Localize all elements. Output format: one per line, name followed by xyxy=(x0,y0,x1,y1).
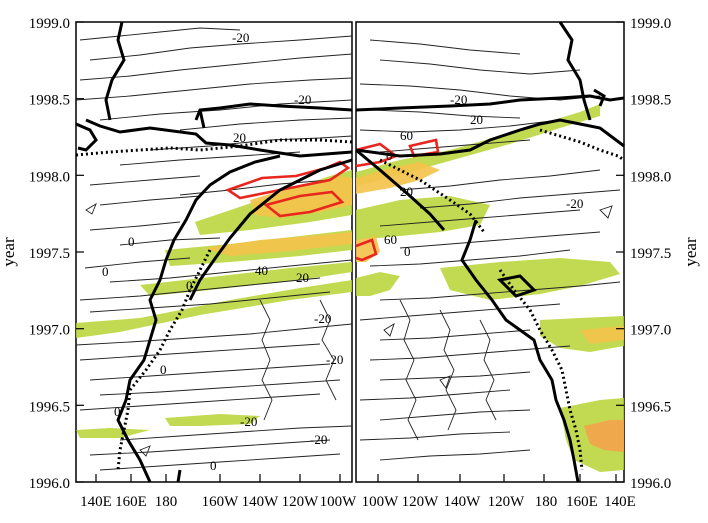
x-tick-label: 100W xyxy=(320,494,358,510)
contour-label: 60 xyxy=(400,128,413,143)
left-dotted-contour xyxy=(75,138,353,471)
y-tick-label: 1996.0 xyxy=(630,476,671,492)
right-contour-labels: -20 20 60 0 20 -20 60 0 xyxy=(384,92,583,259)
y-tick-label: 1997.0 xyxy=(630,323,671,339)
left-panel: -20 -20 20 0 40 20 0 -20 -20 0 0 -20 -20… xyxy=(0,16,357,510)
left-axis-ticks xyxy=(76,21,341,483)
y-tick-label: 1999.0 xyxy=(29,16,70,32)
contour-label: 0 xyxy=(160,362,167,377)
right-thick-contours xyxy=(355,21,625,483)
x-tick-label: 180 xyxy=(535,494,558,510)
contour-label: 0 xyxy=(186,278,193,293)
contour-label: 40 xyxy=(255,263,268,278)
x-tick-label: 160E xyxy=(115,494,147,510)
x-tick-label: 100W xyxy=(362,494,400,510)
contour-label: 60 xyxy=(384,232,397,247)
y-tick-label: 1997.5 xyxy=(630,246,671,262)
contour-label: 0 xyxy=(128,234,135,249)
left-shading xyxy=(76,170,352,438)
y-tick-label: 1996.5 xyxy=(630,399,671,415)
x-tick-label: 140E xyxy=(604,494,636,510)
contour-label: -20 xyxy=(450,92,467,107)
contour-label: -20 xyxy=(314,311,331,326)
shade-band xyxy=(356,196,490,240)
shade-band xyxy=(76,428,150,438)
left-thin-contours xyxy=(75,27,353,471)
y-tick-label: 1997.5 xyxy=(29,246,70,262)
contour-label: 0 xyxy=(404,244,411,259)
y-tick-label: 1997.0 xyxy=(29,323,70,339)
contour-label: 20 xyxy=(400,184,413,199)
shade-band xyxy=(356,272,400,296)
x-tick-label: 140W xyxy=(444,494,482,510)
y-tick-label: 1998.0 xyxy=(29,169,70,185)
left-y-tick-labels: 1999.0 1998.5 1998.0 1997.5 1997.0 1996.… xyxy=(29,16,70,492)
x-tick-label: 180 xyxy=(155,494,178,510)
y-tick-label: 1996.5 xyxy=(29,399,70,415)
contour-label: -20 xyxy=(294,92,311,107)
contour-label: 20 xyxy=(233,130,246,145)
shade-core xyxy=(580,326,624,344)
contour-label: 20 xyxy=(470,112,483,127)
shade-band xyxy=(165,414,260,426)
left-contour-labels: -20 -20 20 0 40 20 0 -20 -20 0 0 -20 -20… xyxy=(102,30,343,473)
contour-label: -20 xyxy=(240,414,257,429)
x-tick-label: 120W xyxy=(402,494,440,510)
y-tick-label: 1998.0 xyxy=(630,169,671,185)
contour-label: -20 xyxy=(232,30,249,45)
contour-label: 0 xyxy=(386,148,393,163)
contour-label: 0 xyxy=(114,404,121,419)
right-panel: -20 20 60 0 20 -20 60 0 1999.0 xyxy=(355,16,700,510)
shade-core xyxy=(356,162,440,194)
right-dotted-contour xyxy=(379,128,625,471)
y-tick-label: 1999.0 xyxy=(630,16,671,32)
shade-core xyxy=(205,232,352,256)
x-tick-label: 120W xyxy=(282,494,320,510)
x-tick-label: 120W xyxy=(488,494,526,510)
left-thick-contours xyxy=(75,21,353,483)
x-tick-label: 160W xyxy=(202,494,240,510)
contour-label: -20 xyxy=(326,352,343,367)
contour-label: 20 xyxy=(296,270,309,285)
left-x-tick-labels: 140E 160E 180 160W 140W 120W 100W xyxy=(80,494,357,510)
x-tick-label: 140W xyxy=(242,494,280,510)
left-red-contours xyxy=(225,160,351,218)
y-tick-label: 1998.5 xyxy=(630,93,671,109)
right-y-tick-labels: 1999.0 1998.5 1998.0 1997.5 1997.0 1996.… xyxy=(630,16,671,492)
top-title-strip xyxy=(100,0,620,6)
left-y-axis-title: year xyxy=(0,237,18,267)
right-x-tick-labels: 100W 120W 140W 120W 180 160E 140E xyxy=(362,494,636,510)
shade-core xyxy=(584,420,624,452)
right-axis-ticks xyxy=(377,21,624,483)
contour-label: -20 xyxy=(566,196,583,211)
x-tick-label: 160E xyxy=(566,494,598,510)
shade-band xyxy=(76,280,352,338)
shade-band xyxy=(540,316,624,352)
contour-label: 0 xyxy=(102,264,109,279)
right-y-axis-title: year xyxy=(681,237,700,267)
shade-band xyxy=(140,262,352,296)
x-tick-label: 140E xyxy=(80,494,112,510)
contour-label: -20 xyxy=(310,432,327,447)
y-tick-label: 1998.5 xyxy=(29,93,70,109)
y-tick-label: 1996.0 xyxy=(29,476,70,492)
contour-label: 0 xyxy=(210,458,217,473)
